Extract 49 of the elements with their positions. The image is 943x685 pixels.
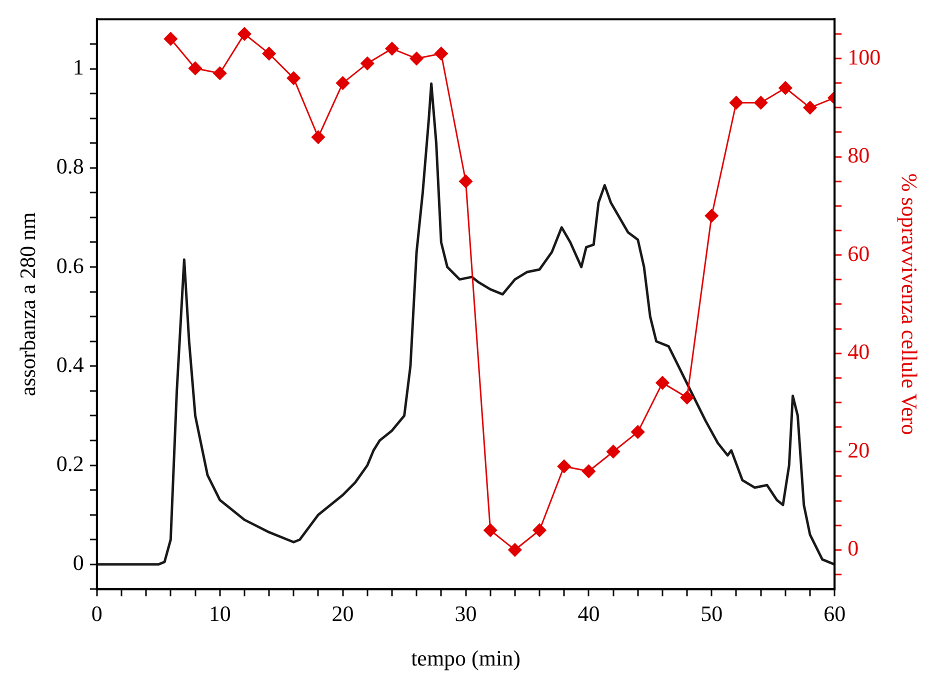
y-tick-label: 0 [72, 550, 84, 576]
point [631, 425, 645, 439]
x-axis-title: tempo (min) [411, 646, 520, 671]
x-tick-label: 10 [208, 601, 231, 626]
y2-tick-label: 0 [848, 536, 859, 561]
point [262, 46, 276, 60]
x-tick-label: 60 [824, 601, 846, 626]
point [286, 71, 300, 85]
point [754, 96, 768, 110]
y2-axis-title: % sopravvivenza cellule Vero [897, 173, 922, 436]
y-tick-label: 1 [72, 54, 84, 80]
y2-tick-label: 40 [848, 339, 870, 364]
x-tick-label: 50 [700, 601, 723, 626]
point [164, 32, 178, 46]
x-tick-label: 20 [332, 601, 354, 626]
point [434, 46, 448, 60]
point [385, 42, 399, 56]
point [484, 523, 498, 537]
point [238, 27, 252, 41]
point [336, 76, 350, 90]
x-tick-label: 40 [578, 601, 600, 626]
point [410, 52, 424, 66]
y2-tick-label: 60 [848, 240, 870, 266]
y2-tick-label: 100 [848, 44, 881, 70]
point [778, 81, 792, 95]
point [803, 100, 817, 114]
x-tick-label: 30 [454, 601, 477, 626]
y-tick-label: 0.6 [56, 252, 84, 278]
y-tick-label: 0.8 [56, 154, 84, 179]
point [557, 460, 571, 474]
point [704, 209, 718, 222]
point [680, 390, 694, 404]
y2-tick-label: 80 [848, 142, 870, 168]
point [656, 376, 670, 390]
y2-tick-label: 20 [848, 437, 870, 462]
y-tick-label: 0.2 [56, 451, 84, 476]
point [729, 96, 743, 110]
point [606, 444, 620, 458]
y-tick-label: 0.4 [56, 352, 84, 377]
point [188, 62, 202, 76]
point [213, 66, 227, 80]
x-tick-label: 0 [91, 601, 102, 626]
point [459, 174, 472, 188]
y-axis-title: assorbanza a 280 nm [14, 212, 40, 396]
point [582, 464, 596, 478]
point [532, 523, 546, 537]
point [360, 56, 374, 70]
point [508, 543, 522, 557]
point [311, 130, 325, 144]
